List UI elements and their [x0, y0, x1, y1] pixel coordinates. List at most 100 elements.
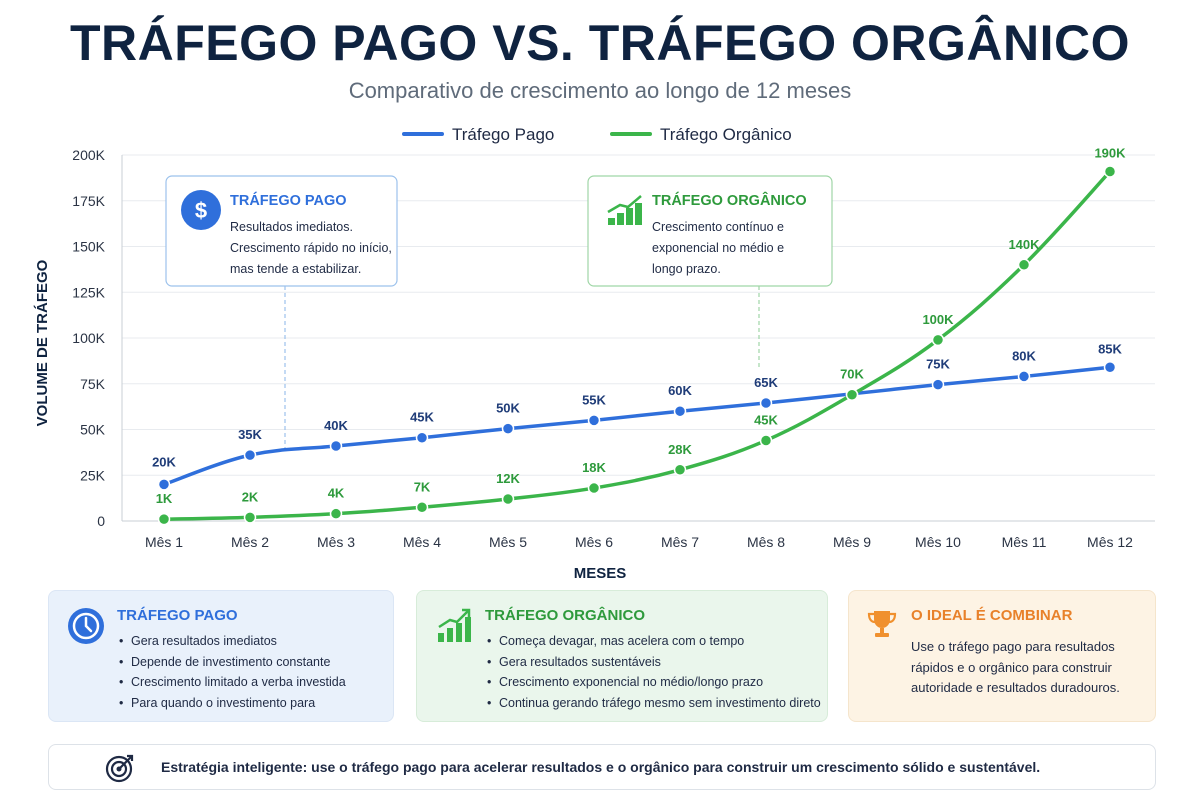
- card-trafego-organico: TRÁFEGO ORGÂNICO Começa devagar, mas ace…: [416, 590, 828, 722]
- callout-text: exponencial no médio e: [652, 241, 784, 255]
- data-label: 28K: [668, 442, 692, 457]
- page-title: TRÁFEGO PAGO VS. TRÁFEGO ORGÂNICO: [69, 15, 1131, 71]
- callout-box: [165, 175, 398, 287]
- y-tick-label: 50K: [80, 422, 106, 438]
- data-point: [1017, 258, 1031, 272]
- data-point: [415, 501, 429, 514]
- data-point: [759, 434, 773, 447]
- x-tick-label: Mês 8: [747, 534, 785, 550]
- data-label: 190K: [1094, 145, 1126, 160]
- y-tick-label: 175K: [72, 193, 105, 209]
- x-tick-label: Mês 5: [489, 534, 527, 550]
- data-point: [1103, 361, 1117, 374]
- data-point: [845, 388, 859, 401]
- data-label: 1K: [156, 491, 173, 506]
- growth-chart-icon-bar: [635, 203, 642, 225]
- footer-banner: Estratégia inteligente: use o tráfego pa…: [48, 744, 1156, 790]
- growth-chart-icon-bar: [608, 218, 615, 225]
- data-label: 65K: [754, 375, 778, 390]
- y-tick-label: 125K: [72, 284, 105, 300]
- card-organico-list: Começa devagar, mas acelera com o tempo …: [485, 631, 821, 713]
- callout-text: Resultados imediatos.: [230, 220, 353, 234]
- data-point: [931, 378, 945, 391]
- data-point: [157, 512, 171, 526]
- data-point: [329, 507, 343, 520]
- x-tick-label: Mês 3: [317, 534, 355, 550]
- data-label: 85K: [1098, 341, 1122, 356]
- card-ideal-text: Use o tráfego pago para resultados rápid…: [911, 639, 1120, 695]
- x-tick-label: Mês 7: [661, 534, 699, 550]
- data-label: 75K: [926, 357, 950, 372]
- y-tick-label: 150K: [72, 239, 105, 255]
- data-label: 70K: [840, 367, 864, 382]
- list-item: Gera resultados imediatos: [119, 631, 346, 652]
- x-tick-label: Mês 1: [145, 534, 183, 550]
- data-label: 60K: [668, 383, 692, 398]
- data-point: [1017, 370, 1031, 383]
- y-tick-label: 0: [97, 513, 105, 529]
- y-axis-title: VOLUME DE TRÁFEGO: [34, 259, 51, 426]
- x-tick-label: Mês 2: [231, 534, 269, 550]
- data-label: 12K: [496, 471, 520, 486]
- data-point: [673, 404, 687, 418]
- data-point: [243, 448, 257, 462]
- data-point: [243, 511, 257, 524]
- data-point: [501, 422, 515, 435]
- callout-text: longo prazo.: [652, 262, 721, 276]
- line-chart: 0 25K 50K 75K 100K 125K 150K 175K 200K Mês 1 Mês 2…: [34, 125, 1155, 580]
- data-point: [501, 492, 515, 506]
- x-tick-label: Mês 6: [575, 534, 613, 550]
- list-item: Gera resultados sustentáveis: [487, 652, 821, 673]
- x-tick-label: Mês 10: [915, 534, 961, 550]
- y-tick-label: 25K: [80, 467, 106, 483]
- dollar-icon: [181, 190, 221, 230]
- data-label: 2K: [242, 489, 259, 504]
- legend-label-0: Tráfego Pago: [452, 125, 554, 144]
- data-point: [673, 463, 687, 477]
- x-tick-label: Mês 9: [833, 534, 871, 550]
- data-label: 80K: [1012, 348, 1036, 363]
- data-label: 100K: [922, 312, 954, 327]
- growth-chart-icon-bar: [626, 208, 633, 225]
- card-pago-list: Gera resultados imediatos Depende de inv…: [117, 631, 346, 713]
- growth-chart-icon: [607, 195, 642, 214]
- data-label: 20K: [152, 454, 176, 469]
- data-point: [329, 439, 343, 453]
- data-label: 45K: [410, 410, 434, 425]
- card-ideal: O IDEAL É COMBINAR Use o tráfego pago pa…: [848, 590, 1156, 722]
- data-point: [587, 414, 601, 427]
- callout-text: Crescimento contínuo e: [652, 220, 784, 234]
- page-subtitle: Comparativo de crescimento ao longo de 1…: [348, 78, 852, 103]
- y-tick-label: 75K: [80, 376, 106, 392]
- x-tick-label: Mês 12: [1087, 534, 1133, 550]
- list-item: Crescimento limitado a verba investida: [119, 672, 346, 693]
- data-label: 40K: [324, 418, 348, 433]
- data-point: [931, 333, 945, 347]
- callout-box: [587, 175, 833, 287]
- y-tick-label: 100K: [72, 330, 105, 346]
- data-label: 45K: [754, 412, 778, 427]
- card-ideal-title: O IDEAL É COMBINAR: [911, 607, 1073, 624]
- data-point: [587, 481, 601, 495]
- data-point: [759, 396, 773, 410]
- data-point: [157, 478, 171, 491]
- trophy-icon: [867, 611, 897, 637]
- callout-text: Crescimento rápido no início,: [230, 241, 392, 255]
- clock-icon: [68, 608, 104, 644]
- callout-text: mas tende a estabilizar.: [230, 262, 361, 276]
- x-tick-label: Mês 11: [1002, 534, 1047, 550]
- data-label: 7K: [414, 479, 431, 494]
- list-item: Depende de investimento constante: [119, 652, 346, 673]
- dollar-icon-glyph: $: [195, 198, 207, 223]
- data-label: 18K: [582, 460, 606, 475]
- data-label: 4K: [328, 486, 345, 501]
- card-trafego-pago: TRÁFEGO PAGO Gera resultados imediatos D…: [48, 590, 394, 722]
- card-organico-title: TRÁFEGO ORGÂNICO: [485, 607, 645, 624]
- y-tick-label: 200K: [72, 147, 105, 163]
- data-label: 140K: [1008, 237, 1040, 252]
- footer-text: Estratégia inteligente: use o tráfego pa…: [161, 759, 1041, 775]
- legend-label-1: Tráfego Orgânico: [660, 125, 792, 144]
- data-point: [415, 431, 429, 444]
- x-axis-title: MESES: [574, 565, 627, 580]
- data-label: 35K: [238, 427, 262, 442]
